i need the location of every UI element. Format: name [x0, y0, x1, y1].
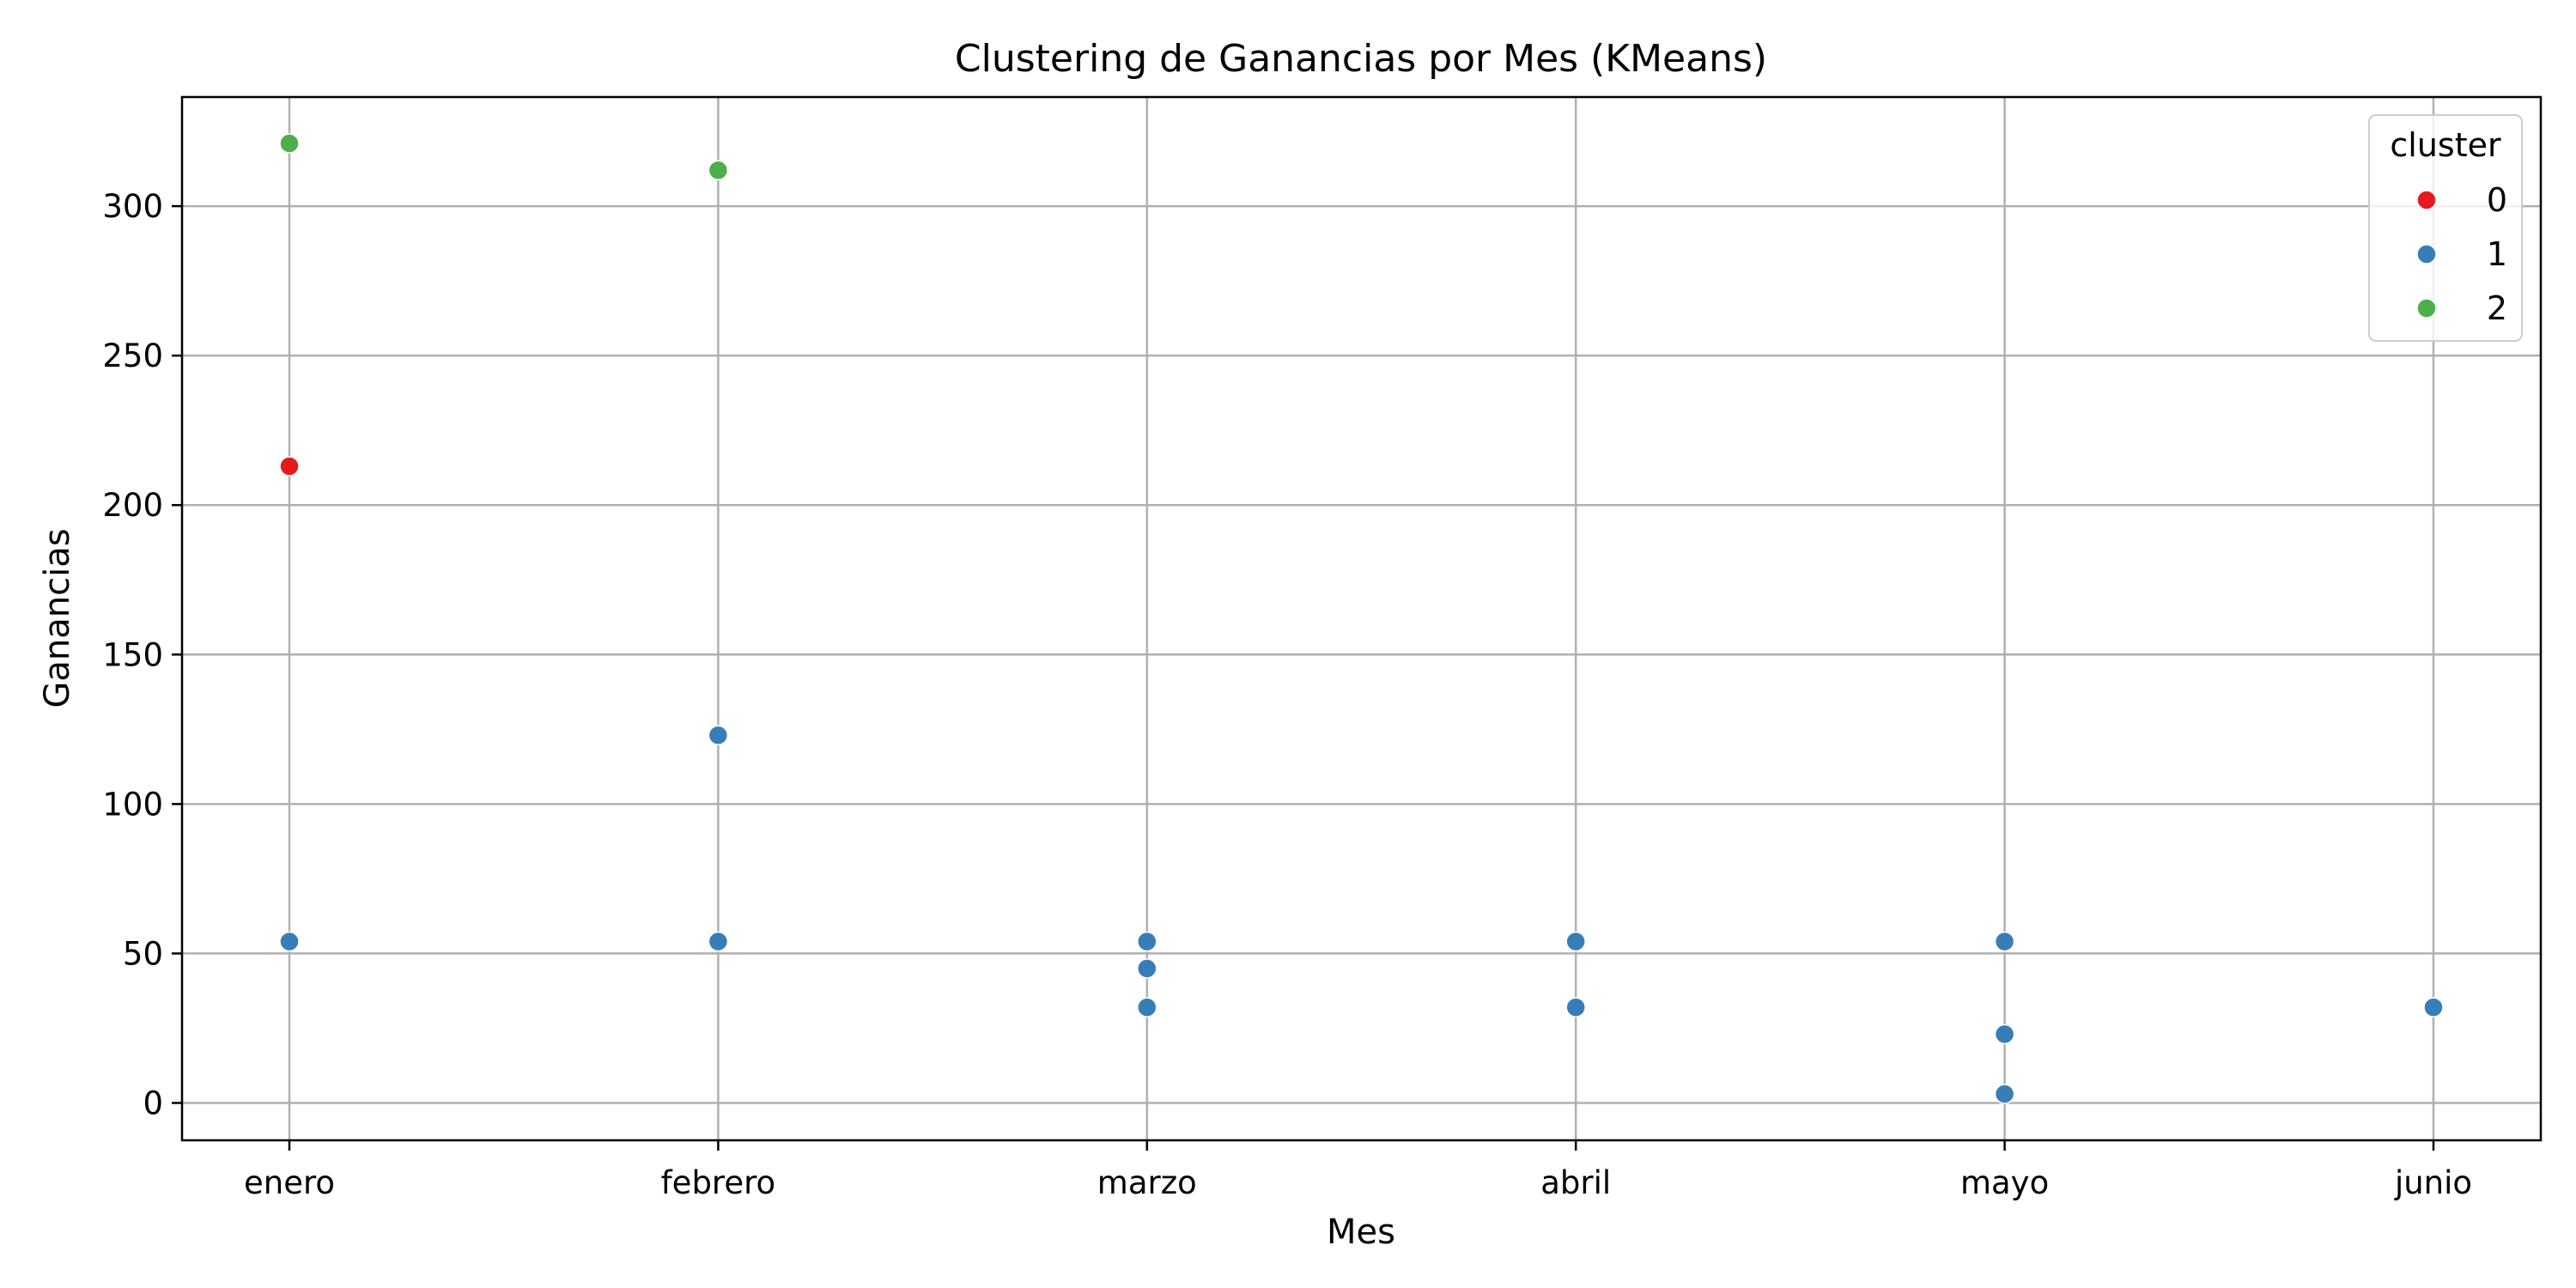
x-axis-label: Mes: [1327, 1212, 1395, 1252]
x-tick-label: abril: [1540, 1164, 1611, 1201]
data-point-cluster-1: [1137, 997, 1157, 1018]
legend-marker-1: [2416, 244, 2437, 264]
axis-ticks: enero febrero marzo abril mayo junio 0 50 100 150…: [102, 188, 2472, 1201]
y-tick-label: 300: [102, 188, 163, 225]
data-point-cluster-2: [279, 133, 300, 154]
y-tick-label: 0: [143, 1084, 163, 1121]
data-point-cluster-1: [1565, 931, 1586, 952]
legend-marker-0: [2416, 190, 2437, 210]
y-tick-label: 100: [102, 786, 163, 823]
x-tick-label: enero: [244, 1164, 335, 1201]
data-point-cluster-1: [279, 931, 300, 952]
legend-label-2: 2: [2487, 289, 2507, 327]
data-point-cluster-1: [708, 725, 729, 746]
x-tick-label: febrero: [661, 1164, 775, 1201]
grid-lines: [182, 97, 2541, 1140]
data-point-cluster-1: [1994, 1084, 2015, 1104]
data-point-cluster-1: [1994, 1024, 2015, 1045]
data-point-cluster-1: [708, 931, 729, 952]
legend-label-0: 0: [2487, 181, 2507, 219]
y-tick-label: 250: [102, 337, 163, 374]
data-point-cluster-1: [1137, 958, 1157, 979]
data-point-cluster-1: [2423, 997, 2444, 1018]
data-point-cluster-1: [1137, 931, 1157, 952]
plot-area-frame: [180, 95, 2543, 1142]
y-tick-label: 150: [102, 636, 163, 673]
legend-marker-2: [2416, 298, 2437, 319]
legend: cluster 0 1 2: [2368, 114, 2523, 342]
chart-title: Clustering de Ganancias por Mes (KMeans): [955, 37, 1767, 81]
y-tick-label: 200: [102, 487, 163, 524]
legend-title: cluster: [2390, 126, 2501, 164]
legend-frame: [2368, 114, 2523, 342]
legend-entries: 0 1 2: [2416, 181, 2507, 327]
data-point-cluster-1: [1565, 997, 1586, 1018]
y-tick-label: 50: [123, 935, 163, 972]
data-point-cluster-1: [1994, 931, 2015, 952]
x-tick-label: junio: [2394, 1164, 2472, 1201]
data-point-cluster-0: [279, 456, 300, 477]
x-tick-label: mayo: [1960, 1164, 2049, 1201]
data-point-cluster-2: [708, 160, 729, 181]
y-axis-label: Ganancias: [38, 528, 77, 708]
legend-label-1: 1: [2487, 235, 2507, 273]
x-tick-label: marzo: [1097, 1164, 1197, 1201]
data-points: [279, 133, 2444, 1104]
